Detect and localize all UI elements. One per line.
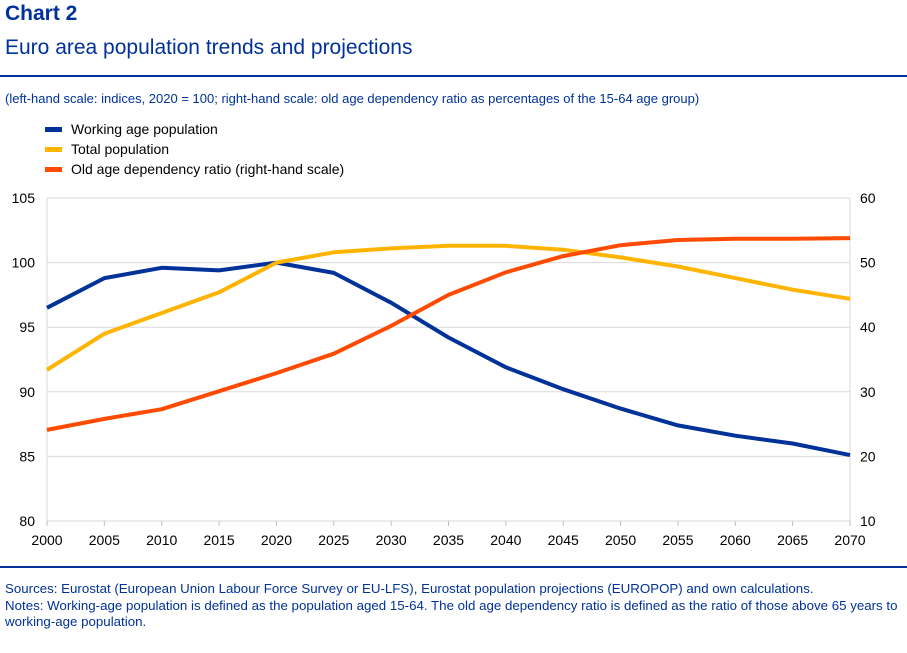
series-line-0 — [46, 260, 851, 458]
x-tick-label: 2035 — [433, 532, 464, 548]
x-tick-label: 2030 — [376, 532, 407, 548]
legend-swatch — [45, 166, 62, 172]
x-tick-label: 2020 — [261, 532, 292, 548]
sources-text: Sources: Eurostat (European Union Labour… — [5, 581, 814, 596]
chart-subtitle: (left-hand scale: indices, 2020 = 100; r… — [5, 91, 700, 106]
y-tick-label-right: 60 — [860, 190, 876, 206]
y-tick-label-left: 95 — [19, 319, 35, 335]
series-line-2 — [46, 236, 851, 432]
notes-text: Notes: Working-age population is defined… — [5, 597, 898, 630]
x-tick-label: 2040 — [490, 532, 521, 548]
x-tick-label: 2060 — [720, 532, 751, 548]
header-divider — [0, 75, 907, 77]
legend-label: Total population — [71, 141, 170, 157]
x-tick-label: 2050 — [605, 532, 636, 548]
x-tick-label: 2065 — [777, 532, 808, 548]
y-tick-label-right: 40 — [860, 319, 876, 335]
y-tick-label-left: 85 — [19, 448, 35, 464]
footer-notes: Sources: Eurostat (European Union Labour… — [5, 581, 900, 631]
legend-item-working-age: Working age population — [45, 121, 218, 137]
x-tick-label: 2015 — [203, 532, 234, 548]
x-tick-label: 2005 — [89, 532, 120, 548]
y-tick-label-right: 30 — [860, 384, 876, 400]
x-tick-label: 2010 — [146, 532, 177, 548]
y-tick-label-right: 10 — [860, 513, 876, 529]
x-tick-label: 2000 — [31, 532, 62, 548]
legend-item-total: Total population — [45, 141, 169, 157]
chart-title: Euro area population trends and projecti… — [5, 36, 413, 59]
series-line-1 — [45, 243, 851, 372]
x-tick-label: 2025 — [318, 532, 349, 548]
y-tick-label-right: 50 — [860, 255, 876, 271]
y-tick-label-left: 105 — [12, 190, 36, 206]
legend-label: Working age population — [71, 121, 218, 137]
legend-item-dependency: Old age dependency ratio (right-hand sca… — [45, 161, 344, 177]
y-tick-label-left: 80 — [19, 513, 35, 529]
y-tick-label-left: 90 — [19, 384, 35, 400]
chart-label: Chart 2 — [5, 2, 78, 25]
x-tick-label: 2070 — [834, 532, 865, 548]
legend-swatch — [45, 146, 62, 152]
y-tick-label-right: 20 — [860, 448, 876, 464]
y-tick-label-left: 100 — [12, 255, 36, 271]
footer-divider — [0, 566, 907, 568]
x-tick-label: 2045 — [548, 532, 579, 548]
x-tick-label: 2055 — [662, 532, 693, 548]
legend-swatch — [45, 126, 62, 132]
legend-label: Old age dependency ratio (right-hand sca… — [71, 161, 345, 177]
